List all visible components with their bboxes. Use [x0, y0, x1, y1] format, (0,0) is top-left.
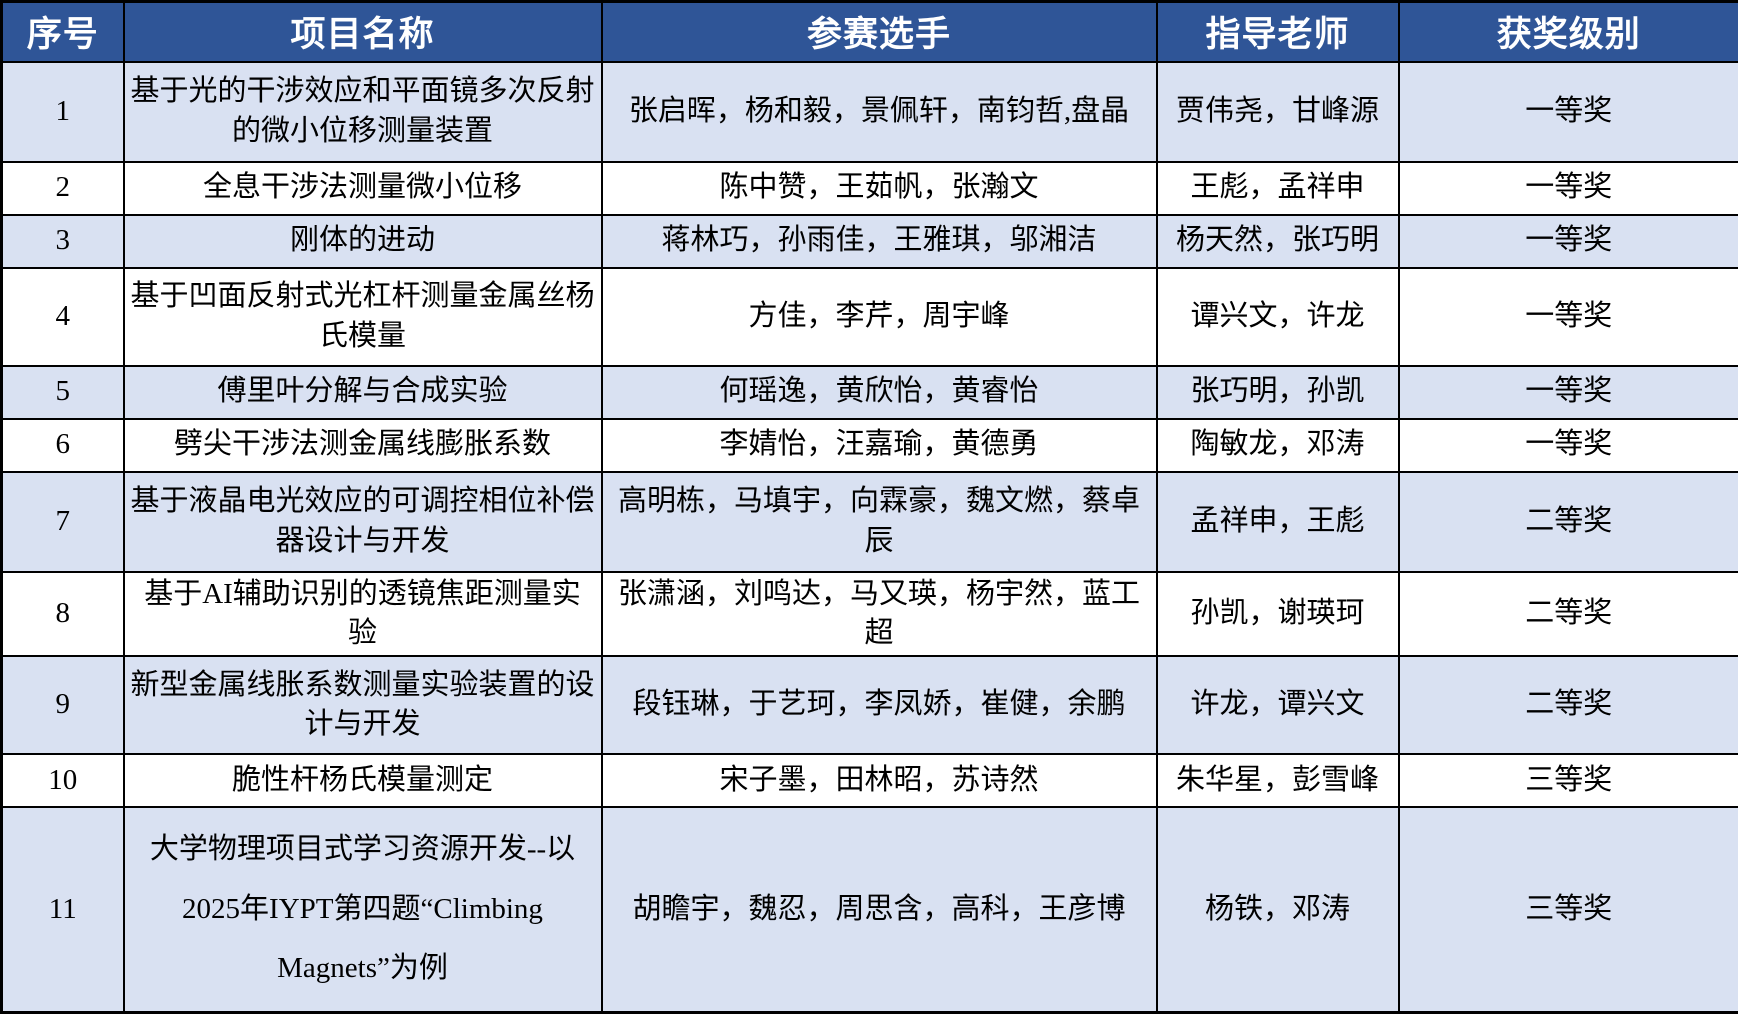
header-project: 项目名称: [124, 2, 602, 62]
cell-project: 傅里叶分解与合成实验: [124, 366, 602, 419]
cell-teachers: 谭兴文，许龙: [1157, 268, 1399, 366]
cell-no: 11: [2, 807, 124, 1013]
cell-contestants: 张启晖，杨和毅，景佩轩，南钧哲,盘晶: [602, 62, 1157, 162]
cell-contestants: 陈中赞，王茹帆，张瀚文: [602, 162, 1157, 215]
cell-contestants: 方佳，李芹，周宇峰: [602, 268, 1157, 366]
cell-contestants: 蒋林巧，孙雨佳，王雅琪，邬湘洁: [602, 215, 1157, 268]
cell-project: 大学物理项目式学习资源开发--以2025年IYPT第四题“Climbing Ma…: [124, 807, 602, 1013]
cell-teachers: 贾伟尧，甘峰源: [1157, 62, 1399, 162]
cell-award: 二等奖: [1399, 572, 1738, 656]
cell-award: 一等奖: [1399, 419, 1738, 472]
cell-project: 脆性杆杨氏模量测定: [124, 754, 602, 807]
cell-no: 10: [2, 754, 124, 807]
cell-project: 劈尖干涉法测金属线膨胀系数: [124, 419, 602, 472]
cell-project: 基于光的干涉效应和平面镜多次反射的微小位移测量装置: [124, 62, 602, 162]
cell-contestants: 张潇涵，刘鸣达，马又瑛，杨宇然，蓝工超: [602, 572, 1157, 656]
cell-award: 一等奖: [1399, 268, 1738, 366]
cell-no: 9: [2, 656, 124, 754]
cell-no: 3: [2, 215, 124, 268]
cell-teachers: 杨天然，张巧明: [1157, 215, 1399, 268]
cell-award: 一等奖: [1399, 215, 1738, 268]
cell-project: 新型金属线胀系数测量实验装置的设计与开发: [124, 656, 602, 754]
cell-no: 8: [2, 572, 124, 656]
cell-teachers: 陶敏龙，邓涛: [1157, 419, 1399, 472]
header-teachers: 指导老师: [1157, 2, 1399, 62]
cell-project: 全息干涉法测量微小位移: [124, 162, 602, 215]
cell-award: 一等奖: [1399, 62, 1738, 162]
cell-project: 基于液晶电光效应的可调控相位补偿器设计与开发: [124, 472, 602, 572]
cell-contestants: 胡瞻宇，魏忍，周思含，高科，王彦博: [602, 807, 1157, 1013]
cell-no: 1: [2, 62, 124, 162]
cell-teachers: 孙凯，谢瑛珂: [1157, 572, 1399, 656]
header-award: 获奖级别: [1399, 2, 1738, 62]
cell-teachers: 杨铁，邓涛: [1157, 807, 1399, 1013]
cell-award: 三等奖: [1399, 807, 1738, 1013]
cell-no: 2: [2, 162, 124, 215]
cell-no: 4: [2, 268, 124, 366]
cell-no: 5: [2, 366, 124, 419]
cell-award: 三等奖: [1399, 754, 1738, 807]
cell-teachers: 张巧明，孙凯: [1157, 366, 1399, 419]
cell-contestants: 李婧怡，汪嘉瑜，黄德勇: [602, 419, 1157, 472]
cell-teachers: 许龙，谭兴文: [1157, 656, 1399, 754]
cell-no: 6: [2, 419, 124, 472]
cell-project: 基于凹面反射式光杠杆测量金属丝杨氏模量: [124, 268, 602, 366]
cell-contestants: 高明栋，马填宇，向霖豪，魏文燃，蔡卓辰: [602, 472, 1157, 572]
cell-no: 7: [2, 472, 124, 572]
cell-teachers: 孟祥申，王彪: [1157, 472, 1399, 572]
cell-contestants: 宋子墨，田林昭，苏诗然: [602, 754, 1157, 807]
cell-contestants: 何瑶逸，黄欣怡，黄睿怡: [602, 366, 1157, 419]
cell-project: 刚体的进动: [124, 215, 602, 268]
cell-award: 二等奖: [1399, 656, 1738, 754]
cell-award: 二等奖: [1399, 472, 1738, 572]
cell-project: 基于AI辅助识别的透镜焦距测量实验: [124, 572, 602, 656]
cell-contestants: 段钰琳，于艺珂，李凤娇，崔健，余鹏: [602, 656, 1157, 754]
cell-teachers: 朱华星，彭雪峰: [1157, 754, 1399, 807]
header-contestants: 参赛选手: [602, 2, 1157, 62]
cell-award: 一等奖: [1399, 162, 1738, 215]
header-no: 序号: [2, 2, 124, 62]
cell-award: 一等奖: [1399, 366, 1738, 419]
header-row: 序号 项目名称 参赛选手 指导老师 获奖级别: [2, 2, 1738, 62]
cell-teachers: 王彪，孟祥申: [1157, 162, 1399, 215]
